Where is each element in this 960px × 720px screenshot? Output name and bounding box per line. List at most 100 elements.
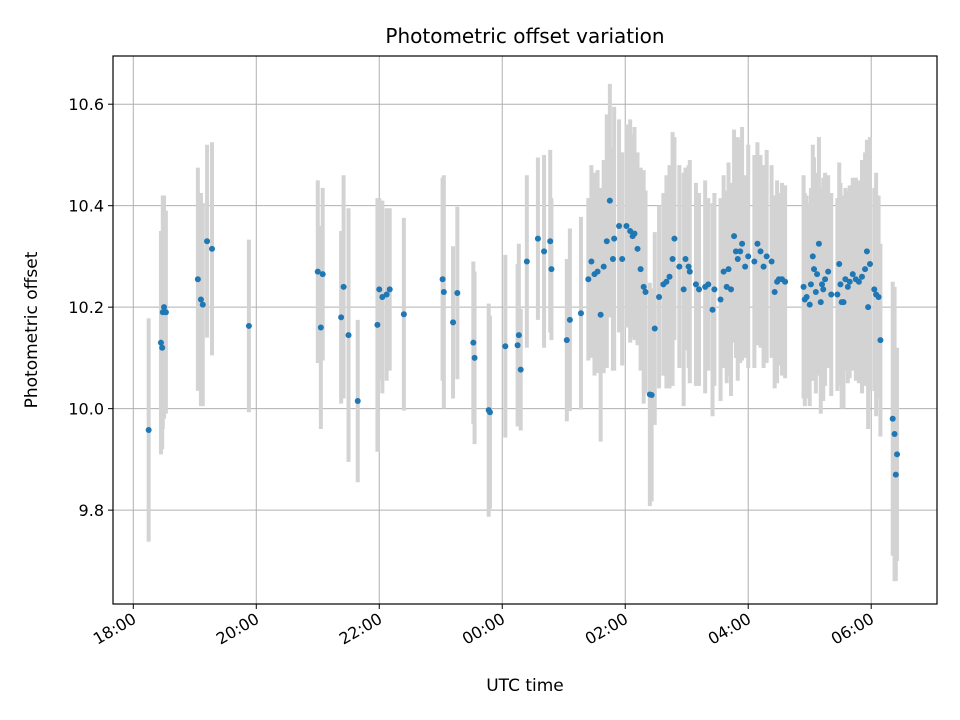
data-point [486, 409, 493, 416]
data-point [862, 266, 869, 273]
data-point [865, 304, 872, 311]
data-point [548, 266, 555, 273]
data-point [651, 325, 658, 332]
data-point [754, 240, 761, 247]
data-point [563, 337, 570, 344]
data-point [709, 306, 716, 313]
y-tick-label: 10.0 [68, 400, 104, 419]
data-point [345, 332, 352, 339]
data-point [731, 233, 738, 240]
data-point [314, 268, 321, 275]
data-point [514, 342, 521, 349]
chart-title: Photometric offset variation [385, 24, 664, 48]
data-point [386, 286, 393, 293]
data-point [815, 240, 822, 247]
data-point [768, 258, 775, 265]
data-point [717, 296, 724, 303]
data-point [354, 398, 361, 405]
data-point [894, 451, 901, 458]
data-point [159, 344, 166, 351]
data-point [739, 240, 746, 247]
data-point [720, 268, 727, 275]
data-point [619, 255, 626, 262]
data-point [858, 273, 865, 280]
data-point [844, 283, 851, 290]
data-point [705, 281, 712, 288]
y-tick-label: 9.8 [79, 501, 104, 520]
data-point [197, 296, 204, 303]
data-point [807, 281, 814, 288]
data-point [863, 248, 870, 255]
data-point [676, 263, 683, 270]
data-point [742, 263, 749, 270]
y-tick-label: 10.4 [68, 197, 104, 216]
data-point [866, 261, 873, 268]
data-point [825, 268, 832, 275]
data-point [597, 311, 604, 318]
data-point [685, 263, 692, 270]
y-axis-title: Photometric offset [22, 251, 42, 408]
y-axis-ticks: 9.8 10.0 10.2 10.4 10.6 [68, 95, 113, 520]
data-point [682, 255, 689, 262]
data-point [822, 276, 829, 283]
data-point [760, 263, 767, 270]
data-point [820, 286, 827, 293]
data-point [317, 324, 324, 331]
data-point [245, 322, 252, 329]
data-point [502, 343, 509, 350]
data-point [606, 197, 613, 204]
data-point [523, 258, 530, 265]
data-point [737, 248, 744, 255]
data-point [319, 271, 326, 278]
data-point [814, 271, 821, 278]
data-point [534, 235, 541, 242]
data-point [871, 286, 878, 293]
data-point [728, 286, 734, 293]
data-point [634, 245, 641, 252]
data-point [663, 278, 670, 285]
data-point [439, 276, 446, 283]
data-point [585, 276, 592, 283]
data-point [454, 289, 461, 296]
data-point [566, 316, 573, 323]
data-point [547, 238, 554, 245]
data-point [400, 311, 407, 318]
data-point [340, 283, 347, 290]
data-point [809, 253, 816, 260]
data-point [609, 255, 616, 262]
data-point [376, 286, 383, 293]
data-point [603, 238, 610, 245]
data-point [725, 266, 732, 273]
data-point [450, 319, 457, 326]
data-point [696, 286, 703, 293]
data-point [600, 263, 607, 270]
data-point [656, 294, 663, 301]
data-point [517, 366, 524, 373]
data-point [812, 288, 819, 295]
data-point [209, 245, 216, 252]
data-point [440, 288, 447, 295]
data-point [623, 222, 630, 229]
data-point [686, 268, 693, 275]
data-point [751, 258, 758, 265]
data-point [374, 321, 381, 328]
data-point [194, 276, 201, 283]
data-point [849, 271, 856, 278]
data-point [889, 415, 896, 422]
data-point [541, 248, 548, 255]
data-point [199, 301, 206, 308]
data-point [763, 253, 770, 260]
data-point [811, 266, 818, 273]
data-point [637, 266, 644, 273]
data-point [711, 286, 718, 293]
data-point [157, 339, 164, 346]
data-point [692, 281, 699, 288]
data-point [800, 283, 807, 290]
data-point [631, 230, 638, 237]
data-point [470, 339, 477, 346]
data-point [855, 278, 862, 285]
data-point [338, 314, 345, 321]
data-point [837, 281, 844, 288]
x-axis-title: UTC time [486, 676, 564, 696]
